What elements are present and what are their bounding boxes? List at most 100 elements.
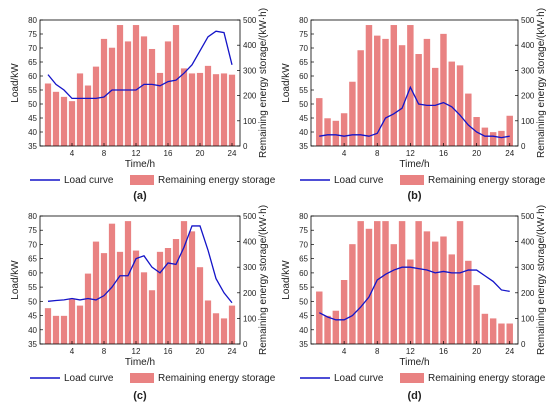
y-right-axis-title: Remaining energy storage/(kW·h) [536, 205, 547, 355]
storage-bar [148, 290, 156, 344]
storage-bar [52, 315, 60, 344]
legend-label-storage: Remaining energy storage [428, 373, 546, 384]
storage-bar [140, 272, 148, 344]
panel-label: (a) [133, 190, 147, 202]
storage-bar [465, 260, 472, 344]
y-left-tick-label: 60 [299, 269, 308, 278]
storage-bar [156, 72, 164, 146]
panel-label: (b) [407, 190, 421, 202]
storage-bar [124, 221, 132, 344]
storage-bar [52, 91, 60, 146]
y-right-tick-label: 500 [243, 212, 257, 221]
storage-bar [92, 241, 100, 344]
x-tick-label: 16 [164, 149, 173, 158]
storage-bar [489, 318, 497, 344]
y-left-tick-label: 80 [28, 212, 37, 221]
y-right-tick-label: 300 [243, 66, 257, 75]
x-axis-title: Time/h [125, 357, 155, 368]
y-right-axis-title: Remaining energy storage/(kW·h) [258, 205, 269, 355]
storage-bar [204, 65, 212, 146]
chart-panel-3: 4 8 12 16 20 24 35 40 45 50 55 60 65 70 75 80 0 100 200 300… [10, 205, 276, 402]
legend-label-storage: Remaining energy storage [428, 175, 546, 186]
storage-bar [196, 72, 204, 146]
storage-bar [212, 313, 220, 344]
storage-bar [390, 244, 398, 344]
storage-bar [76, 305, 84, 344]
storage-bar [156, 251, 164, 344]
y-left-tick-label: 35 [28, 142, 37, 151]
storage-bar [415, 221, 422, 344]
y-right-tick-label: 0 [521, 340, 526, 349]
x-axis-title: Time/h [125, 159, 155, 170]
legend-label-storage: Remaining energy storage [158, 175, 276, 186]
storage-bar [407, 25, 414, 146]
storage-bar [116, 251, 124, 344]
storage-bar [84, 85, 92, 146]
storage-bar [100, 38, 108, 146]
y-left-tick-label: 35 [28, 340, 37, 349]
storage-bar [365, 228, 373, 344]
legend-label-load: Load curve [334, 175, 384, 186]
legend: Load curve Remaining energy storage [300, 175, 546, 186]
legend-bar-swatch [130, 175, 154, 185]
legend-label-load: Load curve [64, 373, 114, 384]
storage-bar [140, 36, 148, 146]
storage-bar [349, 81, 356, 146]
storage-bar [164, 248, 172, 344]
legend-bar-swatch [130, 373, 154, 383]
y-right-tick-label: 200 [243, 289, 257, 298]
storage-bar [84, 273, 92, 344]
storage-bar [398, 221, 406, 344]
y-left-tick-label: 45 [28, 114, 37, 123]
load-curve-line [318, 266, 510, 321]
y-left-axis-title: Load/kW [281, 260, 292, 300]
x-tick-label: 12 [406, 347, 415, 356]
y-left-axis-title: Load/kW [10, 260, 21, 300]
y-left-tick-label: 45 [299, 312, 308, 321]
y-left-tick-label: 55 [28, 283, 37, 292]
legend: Load curve Remaining energy storage [30, 373, 276, 384]
x-tick-label: 12 [132, 149, 141, 158]
x-tick-label: 4 [342, 149, 347, 158]
storage-bar [374, 35, 381, 146]
y-left-tick-label: 80 [299, 16, 308, 25]
storage-bar [349, 244, 356, 344]
storage-bar [498, 130, 505, 146]
load-curve-line [47, 225, 233, 304]
storage-bar [220, 73, 228, 146]
storage-bar [374, 221, 381, 344]
storage-bar [440, 236, 447, 344]
y-left-tick-label: 80 [28, 16, 37, 25]
storage-bar [68, 299, 76, 344]
storage-bar [180, 221, 188, 344]
storage-bar [212, 74, 220, 146]
storage-bar [423, 231, 431, 344]
y-left-tick-label: 75 [299, 30, 308, 39]
x-tick-label: 4 [70, 347, 75, 356]
storage-bar [100, 253, 108, 344]
chart-panel-4: 4 8 12 16 20 24 35 40 45 50 55 60 65 70 75 80 0 100 200 300… [281, 205, 547, 402]
plot-frame [310, 215, 519, 345]
storage-bar [92, 66, 100, 146]
x-tick-label: 24 [228, 347, 237, 356]
storage-bar [340, 280, 348, 344]
storage-bar [448, 254, 455, 344]
y-left-tick-label: 65 [28, 58, 37, 67]
storage-bar [132, 250, 140, 344]
legend: Load curve Remaining energy storage [300, 373, 546, 384]
y-left-tick-label: 65 [28, 255, 37, 264]
y-right-tick-label: 500 [521, 16, 535, 25]
x-tick-label: 8 [102, 149, 107, 158]
y-left-tick-label: 40 [28, 326, 37, 335]
panel-label: (d) [407, 390, 421, 402]
y-left-axis-title: Load/kW [10, 63, 21, 103]
y-right-tick-label: 100 [243, 117, 257, 126]
storage-bar [188, 231, 196, 344]
storage-bar [398, 45, 406, 147]
y-left-tick-label: 55 [299, 283, 308, 292]
storage-bar [506, 323, 513, 344]
storage-bar [506, 115, 513, 146]
x-axis-title: Time/h [399, 357, 429, 368]
storage-bar [164, 41, 172, 146]
